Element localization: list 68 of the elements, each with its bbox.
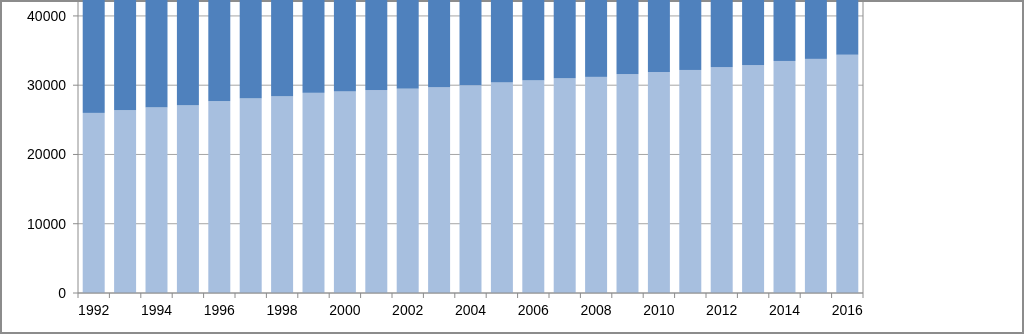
- bar: [616, 0, 639, 75]
- bar: [553, 0, 576, 79]
- x-tick-label: 2012: [706, 302, 738, 318]
- x-tick-label: 1992: [78, 302, 110, 318]
- bar: [239, 0, 262, 99]
- bar: [365, 0, 388, 91]
- bar: [176, 105, 199, 293]
- x-tick-label: 2004: [454, 302, 487, 318]
- x-tick-label: 2008: [580, 302, 612, 318]
- bar: [647, 72, 670, 293]
- x-tick-label: 2014: [768, 302, 801, 318]
- bar: [742, 0, 765, 66]
- bar: [773, 0, 796, 61]
- bar: [302, 0, 325, 93]
- x-tick-label: 1996: [203, 302, 236, 318]
- y-tick-label: 20000: [27, 146, 67, 163]
- bar: [459, 0, 482, 86]
- bar: [365, 90, 388, 293]
- x-tick-label: 2000: [329, 302, 361, 318]
- bar: [522, 0, 545, 81]
- y-tick-label: 40000: [27, 7, 67, 24]
- bar: [522, 80, 545, 293]
- bar: [459, 85, 482, 293]
- x-tick-label: 2010: [643, 302, 675, 318]
- bar: [145, 107, 168, 293]
- bar: [333, 91, 356, 293]
- bar: [396, 88, 419, 293]
- bar: [396, 0, 419, 89]
- bar: [428, 0, 451, 88]
- bar: [490, 0, 513, 83]
- bar: [647, 0, 670, 73]
- bar: [585, 76, 608, 293]
- y-tick-label: 30000: [27, 77, 67, 94]
- bar: [176, 0, 199, 106]
- bar: [773, 60, 796, 293]
- bar: [114, 110, 137, 293]
- x-tick-label: 1994: [140, 302, 173, 318]
- bar: [804, 58, 827, 293]
- bar: [82, 0, 105, 113]
- y-tick-label: 0: [58, 284, 67, 301]
- bar: [208, 0, 231, 102]
- bar: [333, 0, 356, 92]
- bar: [742, 65, 765, 293]
- bar: [428, 87, 451, 293]
- bar: [836, 54, 859, 293]
- bar: [804, 0, 827, 59]
- bar: [836, 0, 859, 55]
- x-tick-label: 2006: [517, 302, 550, 318]
- bar: [710, 67, 733, 293]
- bar: [208, 101, 231, 293]
- bar: [271, 0, 294, 97]
- bar: [585, 0, 608, 77]
- bar: [616, 74, 639, 293]
- bar: [553, 78, 576, 293]
- x-tick-label: 2002: [392, 302, 424, 318]
- bar: [490, 82, 513, 293]
- bar: [679, 69, 702, 293]
- bar: [145, 0, 168, 108]
- bar: [302, 92, 325, 293]
- bar: [271, 96, 294, 293]
- y-tick-label: 10000: [27, 215, 67, 232]
- bar: [679, 0, 702, 70]
- bar: [710, 0, 733, 68]
- bar: [114, 0, 137, 111]
- bar: [82, 112, 105, 293]
- x-tick-label: 2016: [831, 302, 864, 318]
- x-tick-label: 1998: [266, 302, 298, 318]
- bar: [239, 98, 262, 293]
